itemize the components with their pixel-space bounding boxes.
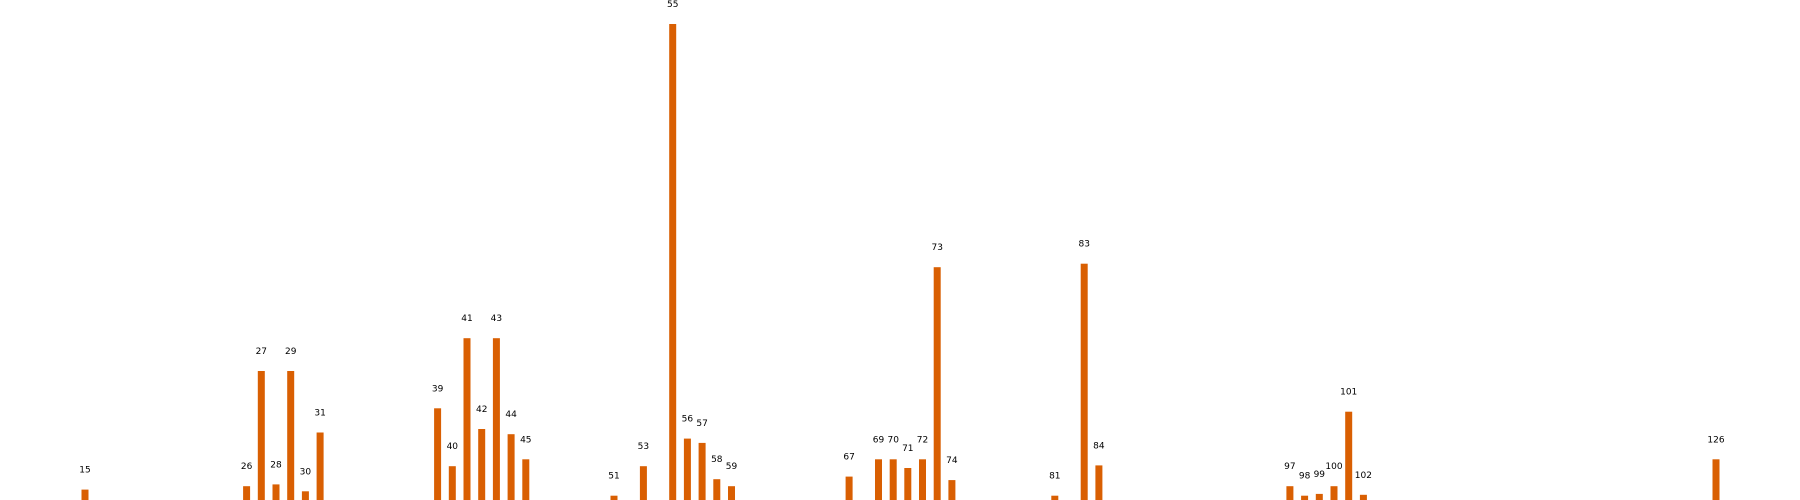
bar-98 xyxy=(1301,495,1309,500)
bar-label-98: 98 xyxy=(1299,472,1311,482)
bar-58 xyxy=(713,479,721,500)
bar-53 xyxy=(639,466,647,500)
bar-15 xyxy=(81,489,89,500)
bar-57 xyxy=(698,442,706,500)
bar-label-126: 126 xyxy=(1707,435,1724,445)
bar-40 xyxy=(448,466,456,500)
bar-55 xyxy=(669,24,677,500)
bar-label-102: 102 xyxy=(1355,471,1372,481)
bar-72 xyxy=(919,459,926,500)
bar-84 xyxy=(1095,465,1103,500)
bar-label-70: 70 xyxy=(887,435,899,445)
bar-101 xyxy=(1345,411,1353,500)
bar-label-43: 43 xyxy=(491,314,502,324)
bar-label-31: 31 xyxy=(314,409,325,419)
bar-label-55: 55 xyxy=(667,0,678,10)
bar-label-69: 69 xyxy=(873,435,885,445)
bar-label-99: 99 xyxy=(1314,470,1326,480)
bar-label-71: 71 xyxy=(902,444,913,454)
bar-label-39: 39 xyxy=(432,384,444,394)
bar-label-45: 45 xyxy=(520,435,531,445)
bar-label-101: 101 xyxy=(1340,388,1357,398)
bar-label-81: 81 xyxy=(1049,472,1060,482)
bar-51 xyxy=(610,495,618,500)
bar-56 xyxy=(683,438,691,500)
bar-label-40: 40 xyxy=(447,442,459,452)
bar-67 xyxy=(845,476,853,500)
bar-99 xyxy=(1315,493,1323,500)
bar-70 xyxy=(889,459,897,500)
bar-label-97: 97 xyxy=(1284,462,1295,472)
bar-label-44: 44 xyxy=(505,410,517,420)
bar-label-41: 41 xyxy=(461,314,472,324)
bar-label-59: 59 xyxy=(726,462,738,472)
bar-label-57: 57 xyxy=(696,419,707,429)
bar-26 xyxy=(243,486,251,500)
bar-label-100: 100 xyxy=(1325,462,1342,472)
bar-126 xyxy=(1712,459,1720,500)
bar-label-72: 72 xyxy=(917,435,928,445)
bar-69 xyxy=(875,459,882,500)
bar-30 xyxy=(301,491,309,500)
bar-label-53: 53 xyxy=(638,442,649,452)
bar-97 xyxy=(1286,486,1294,500)
bar-label-42: 42 xyxy=(476,405,487,415)
bars-group xyxy=(81,24,1720,500)
bar-label-29: 29 xyxy=(285,347,297,357)
bar-59 xyxy=(728,486,735,500)
bar-102 xyxy=(1359,494,1367,500)
bar-label-28: 28 xyxy=(270,460,282,470)
bar-31 xyxy=(316,432,324,500)
bar-labels-group: 15 26 27 28 29 30 31 39 40 41 42 43 44 45 51 53 55 56 57 58… xyxy=(79,0,1725,482)
bar-73 xyxy=(933,267,941,500)
bar-41 xyxy=(463,338,471,500)
bar-45 xyxy=(522,459,530,500)
bar-74 xyxy=(948,480,956,500)
bar-label-15: 15 xyxy=(79,466,90,476)
bar-label-83: 83 xyxy=(1078,240,1089,250)
bar-label-84: 84 xyxy=(1093,441,1105,451)
bar-44 xyxy=(507,434,515,500)
bar-label-26: 26 xyxy=(241,462,253,472)
bar-label-67: 67 xyxy=(843,453,854,463)
bar-100 xyxy=(1330,486,1338,500)
bar-label-73: 73 xyxy=(931,243,942,253)
bar-label-56: 56 xyxy=(682,415,694,425)
bar-27 xyxy=(257,371,265,500)
bar-43 xyxy=(492,338,500,500)
bar-29 xyxy=(287,371,295,500)
bar-71 xyxy=(904,468,912,500)
bar-label-30: 30 xyxy=(300,467,312,477)
bar-label-27: 27 xyxy=(256,347,267,357)
bar-28 xyxy=(272,484,280,500)
bar-83 xyxy=(1080,263,1088,500)
bar-42 xyxy=(478,429,486,500)
bar-label-51: 51 xyxy=(608,472,619,482)
bar-label-58: 58 xyxy=(711,455,723,465)
bar-81 xyxy=(1051,495,1059,500)
bar-39 xyxy=(434,408,442,500)
bar-label-74: 74 xyxy=(946,456,958,466)
